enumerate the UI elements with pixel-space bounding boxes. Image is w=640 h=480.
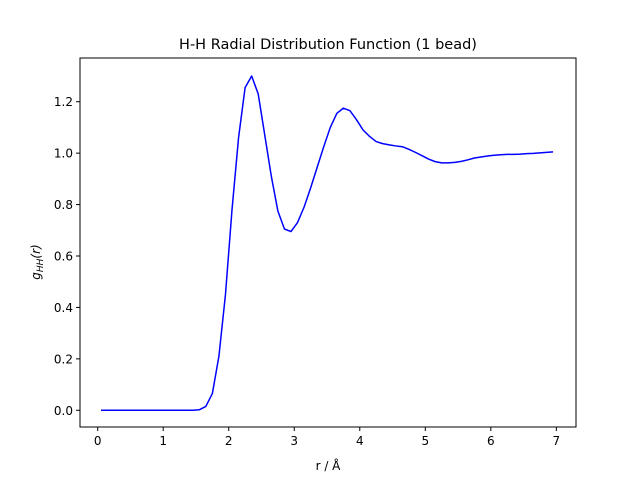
x-tick-label: 3: [290, 434, 298, 448]
plot-area: 0 1 2 3 4 5 6 7 0.0 0.2 0.4 0.6 0.8 1.0 1.2: [54, 57, 577, 448]
y-axis-label-group: gHH(r): [29, 244, 46, 279]
y-tick-label: 0.6: [54, 250, 73, 264]
x-tick-label: 5: [421, 434, 429, 448]
chart-title: H-H Radial Distribution Function (1 bead…: [179, 37, 477, 53]
y-tick-label: 0.0: [54, 404, 73, 418]
series-line-0: [100, 75, 554, 412]
x-tick-label: 6: [487, 434, 495, 448]
y-tick-label: 1.0: [54, 147, 73, 161]
x-tick-label: 7: [553, 434, 561, 448]
y-label-sub: HH: [36, 258, 46, 272]
x-tick-label: 0: [94, 434, 102, 448]
x-tick-label: 2: [225, 434, 233, 448]
y-tick-label: 0.8: [54, 198, 73, 212]
x-axis-label: r / Å: [316, 458, 342, 473]
y-label-g: g: [29, 272, 43, 280]
y-tick-label: 0.4: [54, 301, 73, 315]
axes-frame: [79, 57, 577, 428]
y-axis-label: gHH(r): [29, 244, 46, 279]
x-tick-label: 1: [159, 434, 167, 448]
y-tick-label: 1.2: [54, 95, 73, 109]
y-tick-label: 0.2: [54, 352, 73, 366]
y-label-arg: (r): [29, 244, 43, 258]
x-tick-label: 4: [356, 434, 364, 448]
